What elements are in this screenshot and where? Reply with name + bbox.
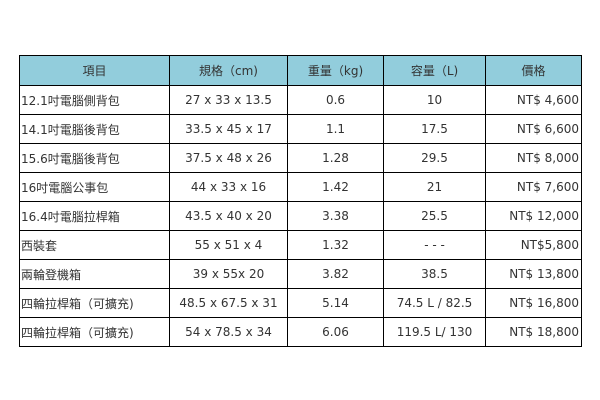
capacity-cell: 29.5 xyxy=(383,143,486,173)
dimensions-cell: 33.5 x 45 x 17 xyxy=(169,114,288,144)
weight-cell: 1.28 xyxy=(287,143,384,173)
header-dimensions: 規格（cm) xyxy=(169,55,288,86)
item-cell: 四輪拉桿箱（可擴充) xyxy=(19,288,170,318)
table-row: 西裝套 55 x 51 x 4 1.32- - - NT$5,800 xyxy=(19,230,582,260)
dimensions-cell: 39 x 55x 20 xyxy=(169,259,288,289)
weight-cell: 1.1 xyxy=(287,114,384,144)
capacity-cell: 25.5 xyxy=(383,201,486,231)
price-cell: NT$ 4,600 xyxy=(485,85,582,115)
capacity-cell: 21 xyxy=(383,172,486,202)
price-cell: NT$ 12,000 xyxy=(485,201,582,231)
table-row: 14.1吋電腦後背包 33.5 x 45 x 17 1.1 17.5 NT$ 6,600 xyxy=(19,114,582,144)
item-cell: 西裝套 xyxy=(19,230,170,260)
table-row: 16吋電腦公事包 44 x 33 x 16 1.42 21 NT$ 7,600 xyxy=(19,172,582,202)
table-body: 12.1吋電腦側背包 27 x 33 x 13.5 0.6 10 NT$ 4,600 14… xyxy=(19,85,582,347)
capacity-cell: 17.5 xyxy=(383,114,486,144)
price-cell: NT$5,800 xyxy=(485,230,582,260)
dimensions-cell: 43.5 x 40 x 20 xyxy=(169,201,288,231)
dimensions-cell: 55 x 51 x 4 xyxy=(169,230,288,260)
dimensions-cell: 37.5 x 48 x 26 xyxy=(169,143,288,173)
price-cell: NT$ 16,800 xyxy=(485,288,582,318)
weight-cell: 0.6 xyxy=(287,85,384,115)
header-weight: 重量（kg) xyxy=(287,55,384,86)
price-cell: NT$ 18,800 xyxy=(485,317,582,347)
product-spec-table: 項目 規格（cm) 重量（kg) 容量（L) 價格 12.1吋電腦側背包 27 x… xyxy=(19,55,582,347)
capacity-cell: 119.5 L/ 130 xyxy=(383,317,486,347)
price-cell: NT$ 13,800 xyxy=(485,259,582,289)
item-cell: 兩輪登機箱 xyxy=(19,259,170,289)
capacity-cell: 38.5 xyxy=(383,259,486,289)
capacity-cell: 74.5 L / 82.5 xyxy=(383,288,486,318)
capacity-cell: - - - xyxy=(383,230,486,260)
item-cell: 四輪拉桿箱（可擴充) xyxy=(19,317,170,347)
table-row: 四輪拉桿箱（可擴充) 48.5 x 67.5 x 31 5.14 74.5 L / 8… xyxy=(19,288,582,318)
header-row: 項目 規格（cm) 重量（kg) 容量（L) 價格 xyxy=(19,55,582,86)
dimensions-cell: 48.5 x 67.5 x 31 xyxy=(169,288,288,318)
table-row: 15.6吋電腦後背包 37.5 x 48 x 26 1.28 29.5 NT$ 8,00… xyxy=(19,143,582,173)
item-cell: 12.1吋電腦側背包 xyxy=(19,85,170,115)
weight-cell: 3.38 xyxy=(287,201,384,231)
weight-cell: 5.14 xyxy=(287,288,384,318)
item-cell: 16吋電腦公事包 xyxy=(19,172,170,202)
header-price: 價格 xyxy=(485,55,582,86)
item-cell: 15.6吋電腦後背包 xyxy=(19,143,170,173)
price-cell: NT$ 6,600 xyxy=(485,114,582,144)
table-row: 12.1吋電腦側背包 27 x 33 x 13.5 0.6 10 NT$ 4,600 xyxy=(19,85,582,115)
table-row: 四輪拉桿箱（可擴充) 54 x 78.5 x 34 6.06 119.5 L/ 130… xyxy=(19,317,582,347)
weight-cell: 1.32 xyxy=(287,230,384,260)
capacity-cell: 10 xyxy=(383,85,486,115)
table-row: 16.4吋電腦拉桿箱 43.5 x 40 x 20 3.38 25.5 NT$ 12,0… xyxy=(19,201,582,231)
dimensions-cell: 44 x 33 x 16 xyxy=(169,172,288,202)
header-item: 項目 xyxy=(19,55,170,86)
dimensions-cell: 27 x 33 x 13.5 xyxy=(169,85,288,115)
weight-cell: 6.06 xyxy=(287,317,384,347)
weight-cell: 3.82 xyxy=(287,259,384,289)
item-cell: 14.1吋電腦後背包 xyxy=(19,114,170,144)
price-cell: NT$ 7,600 xyxy=(485,172,582,202)
price-cell: NT$ 8,000 xyxy=(485,143,582,173)
header-capacity: 容量（L) xyxy=(383,55,486,86)
table-row: 兩輪登機箱 39 x 55x 20 3.82 38.5 NT$ 13,800 xyxy=(19,259,582,289)
table-header: 項目 規格（cm) 重量（kg) 容量（L) 價格 xyxy=(19,55,582,86)
dimensions-cell: 54 x 78.5 x 34 xyxy=(169,317,288,347)
item-cell: 16.4吋電腦拉桿箱 xyxy=(19,201,170,231)
weight-cell: 1.42 xyxy=(287,172,384,202)
